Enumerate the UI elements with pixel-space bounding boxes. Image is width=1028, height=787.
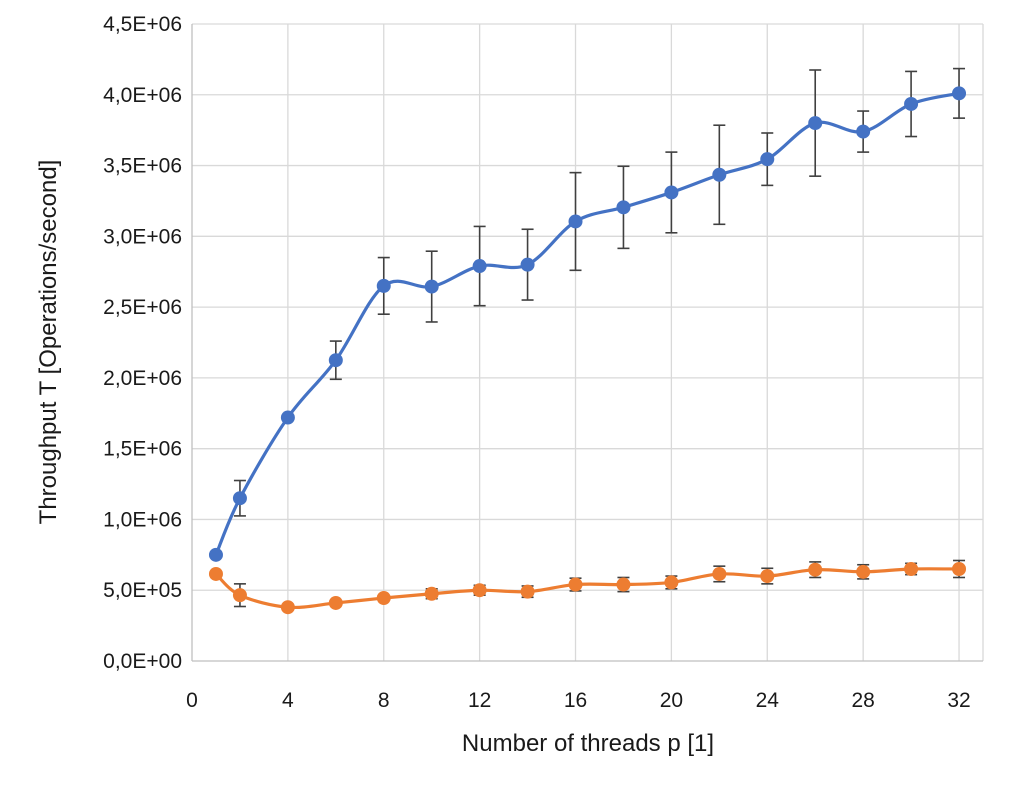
- data-point: [208, 547, 223, 562]
- data-point: [208, 566, 223, 581]
- data-point: [760, 569, 775, 584]
- error-bars: [233, 67, 966, 608]
- y-tick-label: 3,5E+06: [103, 155, 182, 178]
- data-point: [328, 353, 343, 368]
- x-tick-label: 28: [851, 689, 874, 712]
- data-point: [376, 591, 391, 606]
- data-point: [328, 595, 343, 610]
- data-point: [904, 96, 919, 111]
- data-point: [424, 279, 439, 294]
- data-point: [472, 583, 487, 598]
- tick-labels: 0,0E+00 5,0E+05 1,0E+06 1,5E+06 2,0E+06 2,5E+…: [103, 13, 971, 712]
- data-point: [616, 200, 631, 215]
- data-point: [472, 259, 487, 274]
- data-point: [376, 278, 391, 293]
- data-point: [232, 491, 247, 506]
- data-point: [568, 577, 583, 592]
- data-point: [952, 561, 967, 576]
- data-point: [280, 410, 295, 425]
- data-point: [280, 600, 295, 615]
- data-point: [664, 185, 679, 200]
- data-point: [904, 561, 919, 576]
- x-tick-label: 0: [186, 689, 198, 712]
- y-tick-label: 5,0E+05: [103, 579, 182, 602]
- data-point: [712, 566, 727, 581]
- x-tick-label: 8: [378, 689, 390, 712]
- series-line-0: [214, 91, 961, 557]
- x-tick-label: 32: [947, 689, 970, 712]
- x-tick-label: 12: [468, 689, 491, 712]
- y-tick-label: 2,5E+06: [103, 296, 182, 319]
- data-point: [568, 214, 583, 229]
- y-tick-label: 1,5E+06: [103, 438, 182, 461]
- y-tick-label: 3,0E+06: [103, 225, 182, 248]
- x-tick-label: 4: [282, 689, 294, 712]
- gridlines: [192, 23, 984, 661]
- data-point: [616, 577, 631, 592]
- data-point: [808, 562, 823, 577]
- data-point: [712, 167, 727, 182]
- x-tick-label: 16: [564, 689, 587, 712]
- axes: [191, 24, 983, 662]
- x-axis-title: Number of threads p [1]: [462, 730, 714, 757]
- series-line-1: [214, 567, 961, 610]
- data-point: [520, 257, 535, 272]
- y-tick-label: 1,0E+06: [103, 508, 182, 531]
- data-point: [856, 564, 871, 579]
- data-point: [232, 588, 247, 603]
- data-point: [856, 124, 871, 139]
- y-tick-label: 4,0E+06: [103, 84, 182, 107]
- y-tick-label: 0,0E+00: [103, 650, 182, 673]
- data-point: [952, 86, 967, 101]
- data-point: [664, 575, 679, 590]
- y-tick-label: 4,5E+06: [103, 13, 182, 36]
- data-point: [520, 584, 535, 599]
- series: [208, 86, 967, 615]
- y-axis-title: Throughput T [Operations/second]: [35, 160, 62, 525]
- data-point: [808, 116, 823, 131]
- x-tick-label: 20: [660, 689, 683, 712]
- x-tick-label: 24: [756, 689, 780, 712]
- data-point: [760, 152, 775, 167]
- y-tick-label: 2,0E+06: [103, 367, 182, 390]
- data-point: [424, 586, 439, 601]
